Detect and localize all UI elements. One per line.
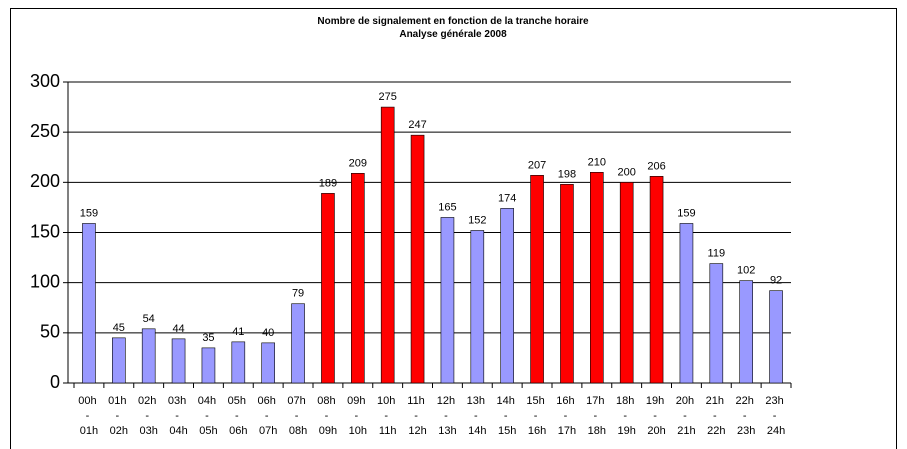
value-label: 92 xyxy=(770,275,782,287)
bar xyxy=(440,217,455,384)
y-tick-label: 0 xyxy=(50,372,60,392)
bar xyxy=(231,341,246,384)
y-tick-label: 200 xyxy=(30,171,60,191)
value-label: 207 xyxy=(528,159,546,171)
x-tick-label: 15h - 16h xyxy=(526,395,547,437)
bar xyxy=(709,263,724,384)
x-tick-label: 08h - 09h xyxy=(317,395,338,437)
x-tick-label: 13h - 14h xyxy=(467,395,488,437)
bar xyxy=(82,223,96,384)
value-label: 119 xyxy=(708,248,726,260)
x-tick-label: 05h - 06h xyxy=(228,395,249,437)
bar xyxy=(141,328,156,384)
chart-title: Nombre de signalement en fonction de la … xyxy=(317,16,589,27)
bar xyxy=(619,182,634,384)
x-tick-label: 16h - 17h xyxy=(556,395,577,437)
value-label: 79 xyxy=(292,288,304,300)
value-label: 159 xyxy=(677,207,695,219)
bar xyxy=(261,342,275,384)
bar xyxy=(112,337,126,384)
value-label: 275 xyxy=(379,91,397,103)
bar xyxy=(380,106,395,384)
value-label: 247 xyxy=(408,119,426,131)
x-tick-label: 19h - 20h xyxy=(646,395,667,437)
chart-subtitle: Analyse générale 2008 xyxy=(399,29,507,40)
value-label: 41 xyxy=(232,326,244,338)
x-tick-label: 20h - 21h xyxy=(676,395,697,437)
bar xyxy=(649,176,664,384)
bar xyxy=(590,172,604,384)
bar xyxy=(470,230,485,384)
value-label: 152 xyxy=(468,214,486,226)
value-label: 189 xyxy=(319,177,337,189)
x-tick-label: 09h - 10h xyxy=(347,395,368,437)
y-tick-label: 250 xyxy=(30,121,60,141)
frame xyxy=(10,8,897,449)
x-tick-label: 07h - 08h xyxy=(287,395,308,437)
x-tick-label: 21h - 22h xyxy=(706,395,727,437)
bar xyxy=(679,223,694,384)
x-tick-label: 06h - 07h xyxy=(257,395,278,437)
value-label: 102 xyxy=(737,265,755,277)
bar xyxy=(530,175,544,384)
value-label: 44 xyxy=(172,323,184,335)
x-tick-label: 12h - 13h xyxy=(437,395,458,437)
bar xyxy=(321,193,335,384)
bar xyxy=(769,290,783,384)
x-tick-label: 02h - 03h xyxy=(138,395,159,437)
x-tick-label: 11h - 12h xyxy=(407,395,428,437)
x-tick-label: 18h - 19h xyxy=(616,395,637,437)
y-tick-label: 150 xyxy=(30,221,60,241)
value-label: 35 xyxy=(202,332,214,344)
bar xyxy=(291,303,305,384)
value-label: 209 xyxy=(349,157,367,169)
x-tick-label: 04h - 05h xyxy=(198,395,219,437)
value-label: 159 xyxy=(80,207,98,219)
x-tick-label: 03h - 04h xyxy=(168,395,189,437)
bar xyxy=(739,280,753,384)
bar xyxy=(351,173,365,384)
y-tick-label: 50 xyxy=(40,322,60,342)
y-tick-label: 300 xyxy=(30,71,60,91)
x-tick-label: 10h - 11h xyxy=(377,395,398,437)
bar xyxy=(201,347,216,384)
bar xyxy=(171,338,186,384)
x-tick-label: 17h - 18h xyxy=(586,395,607,437)
y-tick-label: 100 xyxy=(30,271,60,291)
x-tick-label: 00h - 01h xyxy=(78,395,99,437)
value-label: 210 xyxy=(588,156,606,168)
value-label: 200 xyxy=(618,166,636,178)
bar xyxy=(560,184,574,384)
value-label: 165 xyxy=(438,201,456,213)
value-label: 206 xyxy=(647,160,665,172)
x-tick-label: 01h - 02h xyxy=(108,395,129,437)
bar xyxy=(410,134,425,384)
value-label: 198 xyxy=(558,168,576,180)
value-label: 54 xyxy=(143,313,155,325)
value-label: 174 xyxy=(498,192,516,204)
value-label: 45 xyxy=(113,322,125,334)
x-tick-label: 14h - 15h xyxy=(496,395,517,437)
x-tick-label: 23h - 24h xyxy=(765,395,786,437)
value-label: 40 xyxy=(262,327,274,339)
x-tick-label: 22h - 23h xyxy=(735,395,756,437)
bar xyxy=(500,208,514,384)
